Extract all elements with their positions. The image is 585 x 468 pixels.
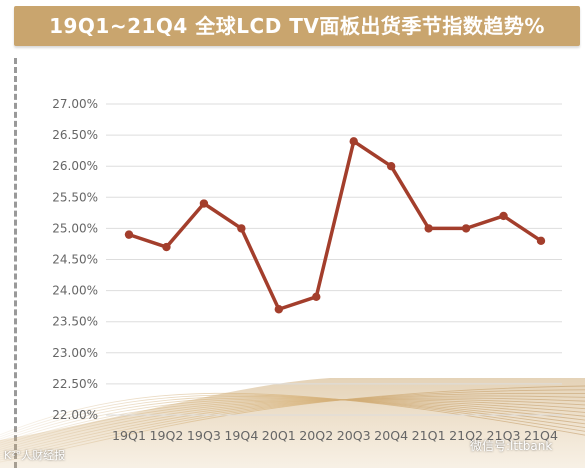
x-tick-label: 19Q1 xyxy=(112,429,146,443)
y-tick-label: 22.00% xyxy=(52,408,98,422)
x-tick-label: 20Q3 xyxy=(337,429,371,443)
decorative-wave-line xyxy=(0,394,585,438)
data-point xyxy=(461,224,471,233)
decorative-wave-line xyxy=(0,397,585,455)
data-point xyxy=(274,305,284,314)
chart-gridlines xyxy=(106,103,562,416)
data-point xyxy=(199,199,209,208)
watermark-right: 微信号:lttbank xyxy=(470,439,553,453)
decorative-wave-background xyxy=(0,378,585,468)
data-point xyxy=(536,236,546,246)
decorative-wave-line xyxy=(0,399,585,446)
x-tick-label: 21Q3 xyxy=(487,429,521,443)
decorative-wave-line xyxy=(0,395,585,440)
x-tick-label: 20Q1 xyxy=(262,429,296,443)
y-tick-label: 25.00% xyxy=(52,221,98,235)
decorative-dashed-line xyxy=(14,58,17,468)
x-tick-label: 20Q4 xyxy=(374,429,408,443)
data-point xyxy=(312,292,321,302)
x-tick-label: 19Q4 xyxy=(224,429,258,443)
x-tick-label: 21Q4 xyxy=(524,429,558,443)
x-axis-tick-labels: 19Q1 19Q2 19Q3 19Q4 20Q1 20Q2 20Q3 20Q4 21Q1 21Q2… xyxy=(112,429,558,443)
y-tick-label: 23.50% xyxy=(52,315,98,329)
page-title: 19Q1~21Q4 全球LCD TV面板出货季节指数趋势% xyxy=(49,14,545,38)
series-line xyxy=(127,139,543,312)
y-tick-label: 25.50% xyxy=(52,190,98,204)
y-tick-label: 27.00% xyxy=(52,97,98,111)
decorative-wave-line xyxy=(0,398,585,444)
y-tick-label: 22.50% xyxy=(52,377,98,391)
y-tick-label: 26.50% xyxy=(52,128,98,142)
x-tick-label: 21Q2 xyxy=(449,429,483,443)
y-tick-label: 24.50% xyxy=(52,253,98,267)
decorative-wave-line xyxy=(0,398,585,452)
x-tick-label: 20Q2 xyxy=(299,429,333,443)
y-tick-label: 26.00% xyxy=(52,159,98,173)
watermark-left: K²°人财经报 xyxy=(4,449,66,462)
data-point xyxy=(386,162,396,171)
y-tick-label: 24.00% xyxy=(52,284,98,298)
x-tick-label: 19Q3 xyxy=(187,429,221,443)
data-point xyxy=(162,242,171,252)
decorative-wave-line xyxy=(0,399,585,448)
data-point xyxy=(499,211,508,221)
data-point xyxy=(349,137,358,146)
data-point xyxy=(124,230,134,239)
series-line-group xyxy=(124,137,546,314)
decorative-wave-line xyxy=(0,385,585,463)
decorative-wave-line xyxy=(0,392,585,459)
y-axis-tick-labels: 22.00% 22.50% 23.00% 23.50% 24.00% 24.50% 25.0… xyxy=(52,97,98,422)
decorative-wave-line xyxy=(0,392,585,436)
title-banner: 19Q1~21Q4 全球LCD TV面板出货季节指数趋势% xyxy=(14,6,580,46)
data-point xyxy=(237,224,246,233)
x-tick-label: 19Q2 xyxy=(149,429,183,443)
data-point xyxy=(424,224,433,233)
y-tick-label: 23.00% xyxy=(52,346,98,360)
x-tick-label: 21Q1 xyxy=(412,429,446,443)
decorative-band xyxy=(0,378,585,468)
decorative-wave-line xyxy=(0,399,585,450)
decorative-wave-line xyxy=(0,397,585,442)
decorative-wave-line xyxy=(0,395,585,457)
